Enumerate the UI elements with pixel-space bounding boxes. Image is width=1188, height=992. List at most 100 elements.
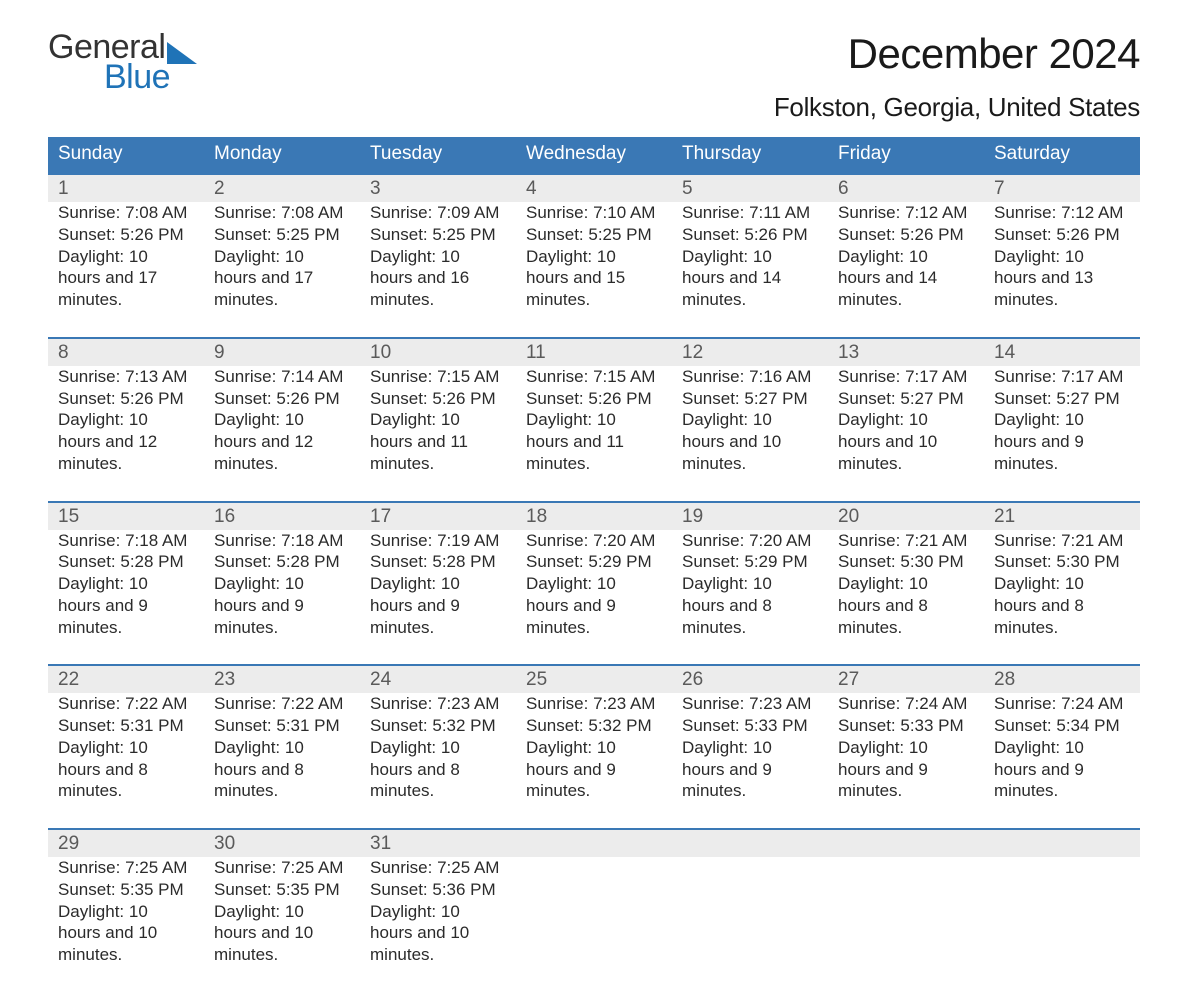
day-cell: Sunrise: 7:23 AMSunset: 5:32 PMDaylight:… [360, 693, 516, 829]
day-data-row: Sunrise: 7:22 AMSunset: 5:31 PMDaylight:… [48, 693, 1140, 829]
day-data-row: Sunrise: 7:18 AMSunset: 5:28 PMDaylight:… [48, 530, 1140, 666]
daylight-line: Daylight: 10 hours and 11 minutes. [526, 409, 662, 474]
day-data-row: Sunrise: 7:13 AMSunset: 5:26 PMDaylight:… [48, 366, 1140, 502]
day-cell: Sunrise: 7:15 AMSunset: 5:26 PMDaylight:… [360, 366, 516, 502]
day-header: Wednesday [516, 137, 672, 174]
sunset-line: Sunset: 5:30 PM [994, 551, 1130, 573]
daylight-line: Daylight: 10 hours and 9 minutes. [994, 737, 1130, 802]
sunset-line: Sunset: 5:30 PM [838, 551, 974, 573]
sunset-line: Sunset: 5:34 PM [994, 715, 1130, 737]
daylight-line: Daylight: 10 hours and 9 minutes. [214, 573, 350, 638]
day-cell: Sunrise: 7:20 AMSunset: 5:29 PMDaylight:… [672, 530, 828, 666]
sunrise-line: Sunrise: 7:15 AM [370, 366, 506, 388]
day-cell: Sunrise: 7:25 AMSunset: 5:36 PMDaylight:… [360, 857, 516, 992]
day-number-row: 891011121314 [48, 338, 1140, 366]
sunrise-line: Sunrise: 7:09 AM [370, 202, 506, 224]
sunset-line: Sunset: 5:29 PM [526, 551, 662, 573]
day-cell: Sunrise: 7:22 AMSunset: 5:31 PMDaylight:… [48, 693, 204, 829]
day-cell: Sunrise: 7:09 AMSunset: 5:25 PMDaylight:… [360, 202, 516, 338]
sunrise-line: Sunrise: 7:14 AM [214, 366, 350, 388]
day-number: 13 [828, 338, 984, 366]
sunrise-line: Sunrise: 7:13 AM [58, 366, 194, 388]
day-number: 14 [984, 338, 1140, 366]
day-number: 20 [828, 502, 984, 530]
day-number: 22 [48, 665, 204, 693]
daylight-line: Daylight: 10 hours and 9 minutes. [838, 737, 974, 802]
daylight-line: Daylight: 10 hours and 10 minutes. [214, 901, 350, 966]
sunrise-line: Sunrise: 7:11 AM [682, 202, 818, 224]
daylight-line: Daylight: 10 hours and 8 minutes. [838, 573, 974, 638]
daylight-line: Daylight: 10 hours and 12 minutes. [58, 409, 194, 474]
day-number: 28 [984, 665, 1140, 693]
daylight-line: Daylight: 10 hours and 10 minutes. [682, 409, 818, 474]
sunset-line: Sunset: 5:35 PM [214, 879, 350, 901]
daylight-line: Daylight: 10 hours and 17 minutes. [58, 246, 194, 311]
sunrise-line: Sunrise: 7:20 AM [682, 530, 818, 552]
sunrise-line: Sunrise: 7:25 AM [58, 857, 194, 879]
day-header: Saturday [984, 137, 1140, 174]
day-header: Sunday [48, 137, 204, 174]
daylight-line: Daylight: 10 hours and 17 minutes. [214, 246, 350, 311]
day-number: 18 [516, 502, 672, 530]
day-cell: Sunrise: 7:08 AMSunset: 5:25 PMDaylight:… [204, 202, 360, 338]
day-number-row: 1234567 [48, 174, 1140, 202]
day-cell: Sunrise: 7:17 AMSunset: 5:27 PMDaylight:… [828, 366, 984, 502]
sunset-line: Sunset: 5:28 PM [214, 551, 350, 573]
day-number: 15 [48, 502, 204, 530]
day-number [516, 829, 672, 857]
sunset-line: Sunset: 5:27 PM [994, 388, 1130, 410]
daylight-line: Daylight: 10 hours and 9 minutes. [58, 573, 194, 638]
day-cell [672, 857, 828, 992]
daylight-line: Daylight: 10 hours and 9 minutes. [526, 573, 662, 638]
daylight-line: Daylight: 10 hours and 15 minutes. [526, 246, 662, 311]
title-block: December 2024 Folkston, Georgia, United … [774, 30, 1140, 123]
sunset-line: Sunset: 5:26 PM [682, 224, 818, 246]
sunrise-line: Sunrise: 7:08 AM [214, 202, 350, 224]
day-number: 7 [984, 174, 1140, 202]
sunset-line: Sunset: 5:26 PM [838, 224, 974, 246]
day-cell: Sunrise: 7:25 AMSunset: 5:35 PMDaylight:… [48, 857, 204, 992]
day-number: 2 [204, 174, 360, 202]
sunrise-line: Sunrise: 7:19 AM [370, 530, 506, 552]
logo-text-blue: Blue [104, 60, 197, 94]
day-number: 25 [516, 665, 672, 693]
day-header: Friday [828, 137, 984, 174]
sunrise-line: Sunrise: 7:16 AM [682, 366, 818, 388]
month-title: December 2024 [774, 30, 1140, 78]
daylight-line: Daylight: 10 hours and 9 minutes. [994, 409, 1130, 474]
day-cell: Sunrise: 7:24 AMSunset: 5:34 PMDaylight:… [984, 693, 1140, 829]
sunset-line: Sunset: 5:25 PM [526, 224, 662, 246]
sunset-line: Sunset: 5:35 PM [58, 879, 194, 901]
day-cell: Sunrise: 7:14 AMSunset: 5:26 PMDaylight:… [204, 366, 360, 502]
sunset-line: Sunset: 5:36 PM [370, 879, 506, 901]
day-number: 17 [360, 502, 516, 530]
day-number: 10 [360, 338, 516, 366]
sunrise-line: Sunrise: 7:25 AM [214, 857, 350, 879]
day-cell: Sunrise: 7:19 AMSunset: 5:28 PMDaylight:… [360, 530, 516, 666]
day-number: 24 [360, 665, 516, 693]
sunrise-line: Sunrise: 7:10 AM [526, 202, 662, 224]
sunrise-line: Sunrise: 7:08 AM [58, 202, 194, 224]
day-data-row: Sunrise: 7:25 AMSunset: 5:35 PMDaylight:… [48, 857, 1140, 992]
day-number [672, 829, 828, 857]
day-cell [828, 857, 984, 992]
daylight-line: Daylight: 10 hours and 8 minutes. [682, 573, 818, 638]
sunset-line: Sunset: 5:25 PM [370, 224, 506, 246]
sunrise-line: Sunrise: 7:24 AM [838, 693, 974, 715]
day-cell: Sunrise: 7:24 AMSunset: 5:33 PMDaylight:… [828, 693, 984, 829]
day-cell: Sunrise: 7:21 AMSunset: 5:30 PMDaylight:… [984, 530, 1140, 666]
sunset-line: Sunset: 5:26 PM [58, 224, 194, 246]
day-number: 19 [672, 502, 828, 530]
sunrise-line: Sunrise: 7:22 AM [214, 693, 350, 715]
header: General Blue December 2024 Folkston, Geo… [48, 30, 1140, 123]
day-cell [516, 857, 672, 992]
sunrise-line: Sunrise: 7:18 AM [58, 530, 194, 552]
day-number: 29 [48, 829, 204, 857]
sunrise-line: Sunrise: 7:22 AM [58, 693, 194, 715]
day-cell: Sunrise: 7:13 AMSunset: 5:26 PMDaylight:… [48, 366, 204, 502]
day-number: 11 [516, 338, 672, 366]
day-cell: Sunrise: 7:22 AMSunset: 5:31 PMDaylight:… [204, 693, 360, 829]
day-cell: Sunrise: 7:12 AMSunset: 5:26 PMDaylight:… [984, 202, 1140, 338]
sunset-line: Sunset: 5:27 PM [838, 388, 974, 410]
daylight-line: Daylight: 10 hours and 9 minutes. [526, 737, 662, 802]
